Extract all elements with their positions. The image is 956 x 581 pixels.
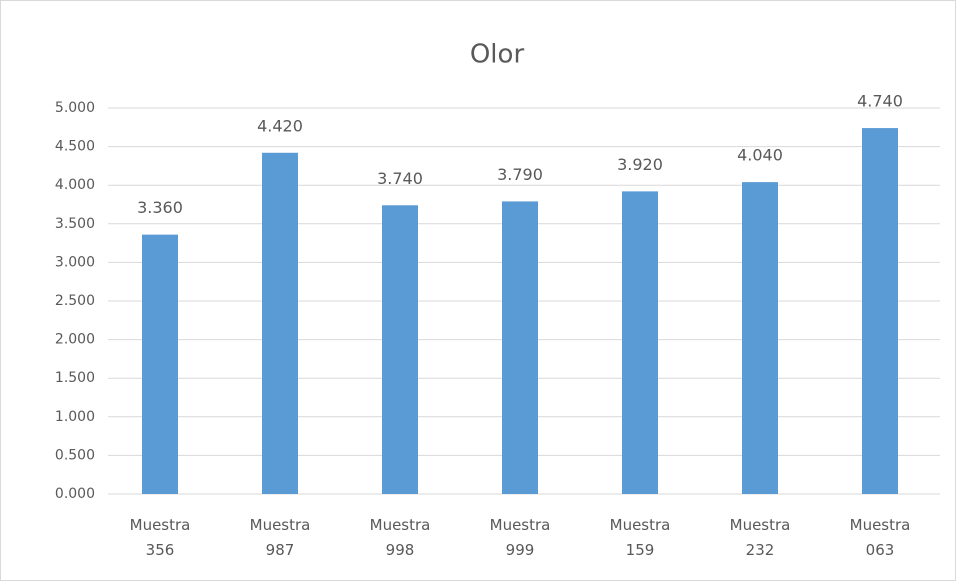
y-tick-label: 4.500 <box>55 139 95 155</box>
bar <box>262 152 298 494</box>
bar <box>382 205 418 494</box>
bar <box>622 191 658 494</box>
bar <box>142 234 178 494</box>
bar <box>502 201 538 495</box>
data-label: 4.040 <box>737 146 783 165</box>
data-label: 3.740 <box>377 169 423 188</box>
y-tick-label: 3.000 <box>55 254 95 270</box>
y-tick-label: 1.500 <box>55 370 95 386</box>
y-tick-label: 0.500 <box>55 447 95 463</box>
chart-title: Olor <box>470 40 525 70</box>
data-label: 3.360 <box>137 198 183 217</box>
y-tick-label: 5.000 <box>55 100 95 116</box>
x-tick-label: Muestra 999 <box>490 516 551 559</box>
data-label: 4.740 <box>857 92 903 111</box>
y-tick-label: 0.000 <box>55 486 95 502</box>
y-tick-label: 1.000 <box>55 409 95 425</box>
data-label: 3.790 <box>497 165 543 184</box>
y-tick-label: 2.000 <box>55 332 95 348</box>
data-label: 4.420 <box>257 116 303 135</box>
y-tick-label: 3.500 <box>55 216 95 232</box>
x-tick-label: Muestra 356 <box>130 516 191 559</box>
bar <box>742 182 778 494</box>
y-tick-label: 2.500 <box>55 293 95 309</box>
bar <box>862 128 898 494</box>
data-label: 3.920 <box>617 155 663 174</box>
x-tick-label: Muestra 998 <box>370 516 431 559</box>
x-tick-label: Muestra 159 <box>610 516 671 559</box>
y-tick-label: 4.000 <box>55 177 95 193</box>
x-tick-label: Muestra 063 <box>850 516 911 559</box>
x-tick-label: Muestra 987 <box>250 516 311 559</box>
x-tick-label: Muestra 232 <box>730 516 791 559</box>
